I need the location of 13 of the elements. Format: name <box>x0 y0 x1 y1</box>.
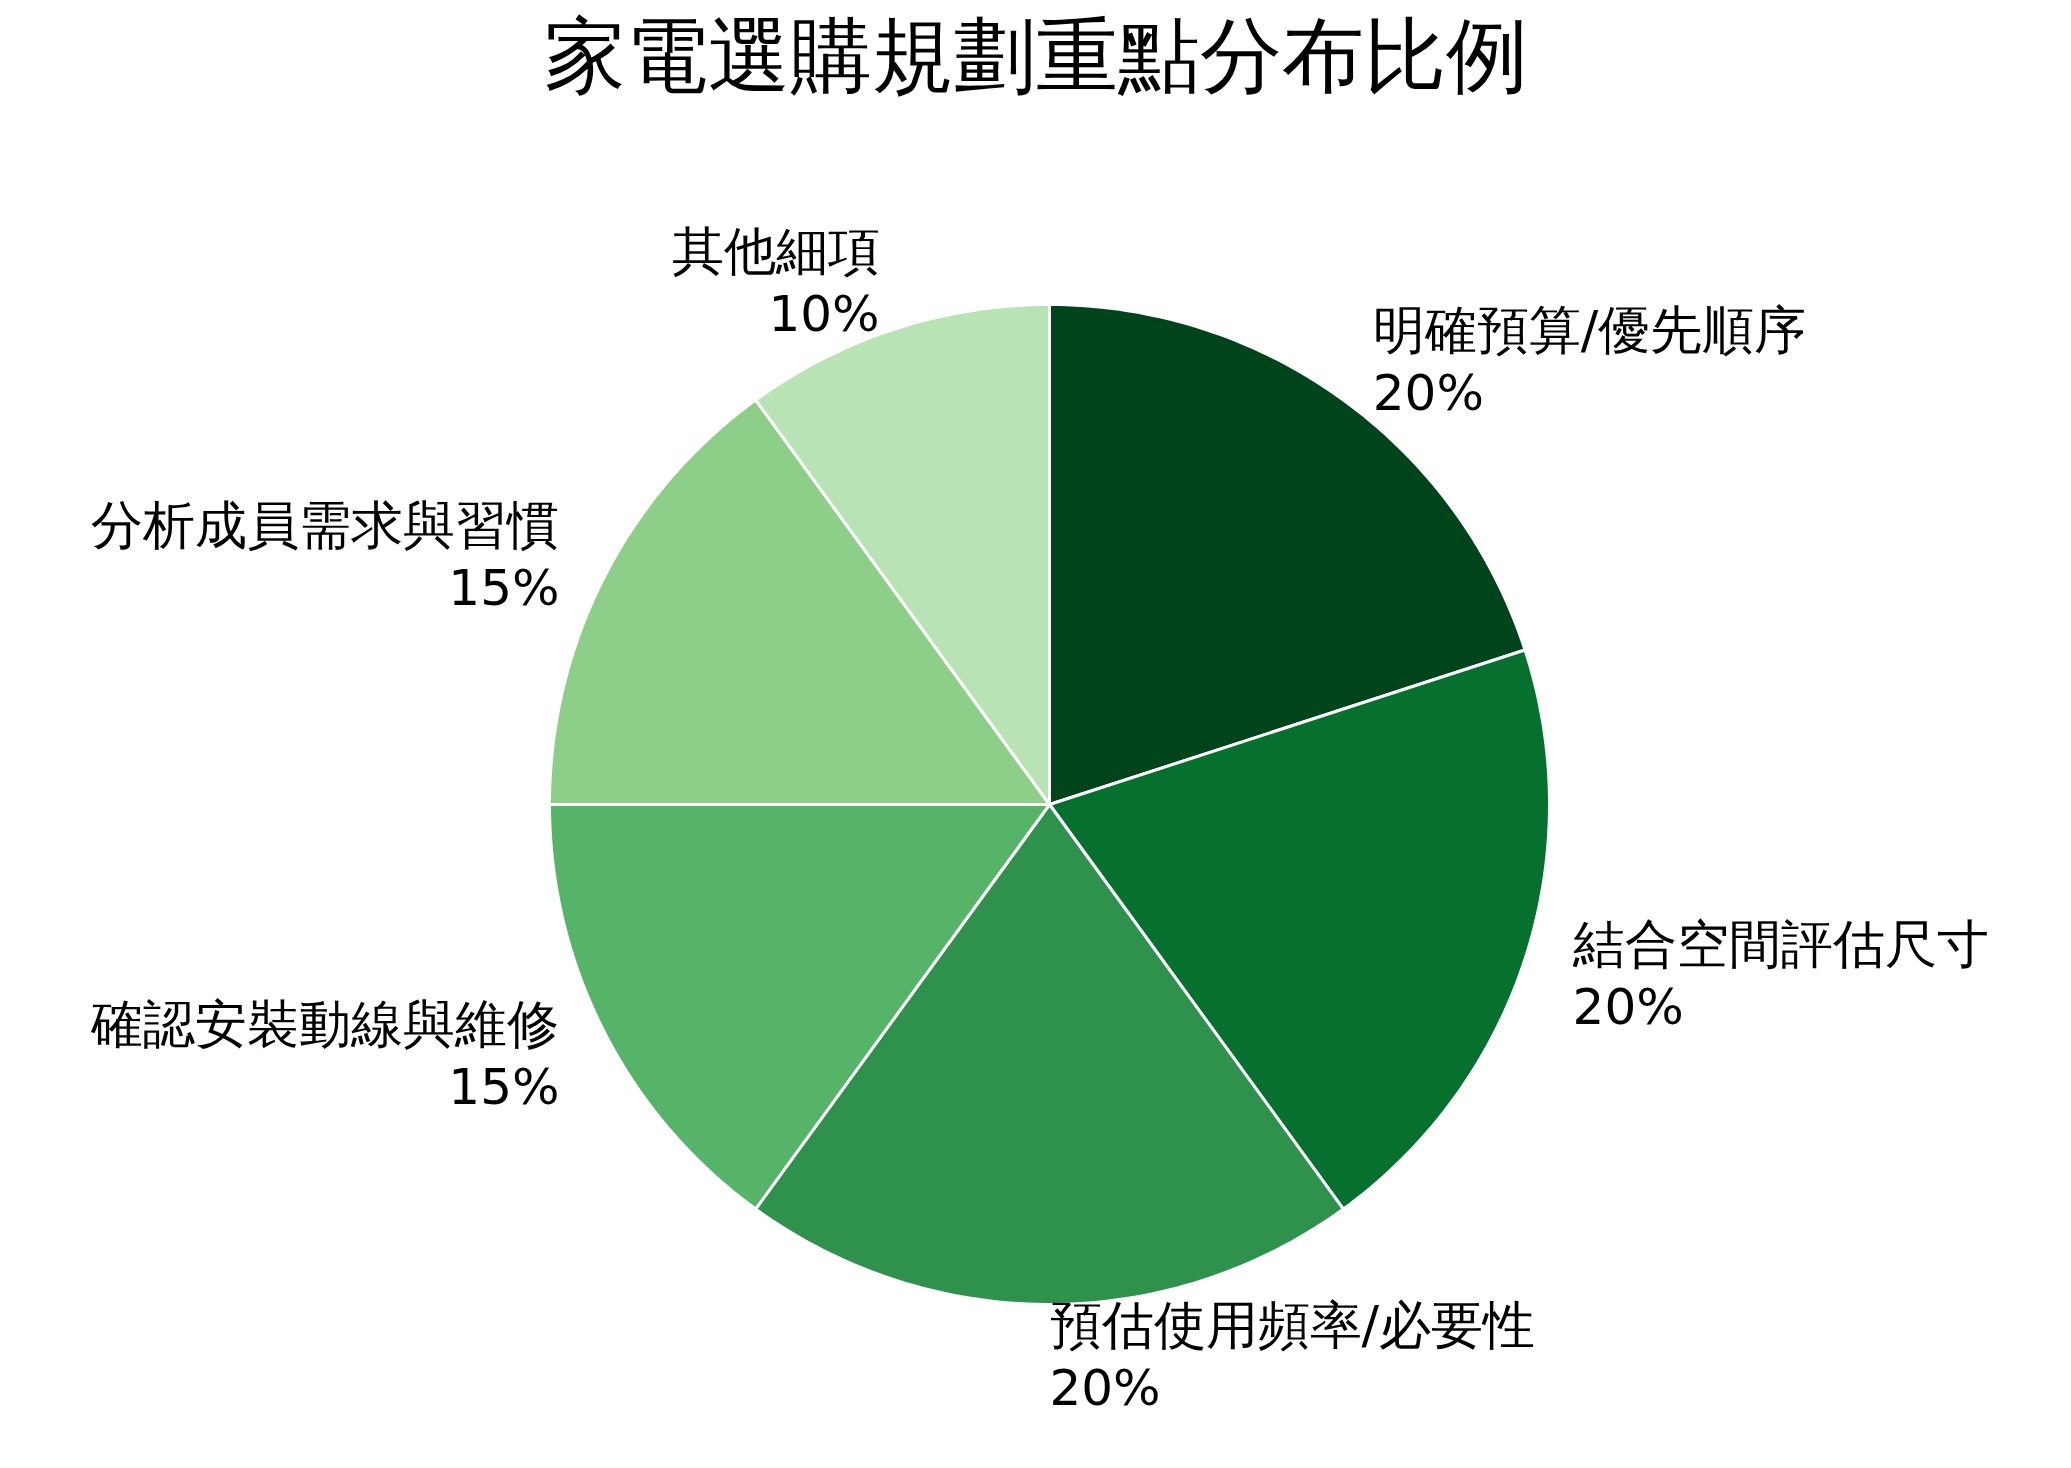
chart-title: 家電選購規劃重點分布比例 <box>544 7 1528 103</box>
slice-label: 其他細項 <box>671 221 880 282</box>
data-label: 20% <box>1572 978 1684 1037</box>
slice-label: 預估使用頻率/必要性 <box>1049 1294 1536 1355</box>
slice-label: 明確預算/優先順序 <box>1372 299 1807 360</box>
data-label: 10% <box>768 285 880 344</box>
data-label: 15% <box>448 558 560 617</box>
data-label: 20% <box>1372 363 1484 422</box>
data-label: 15% <box>448 1058 560 1117</box>
slice-label: 結合空間評估尺寸 <box>1571 914 1989 975</box>
data-label: 20% <box>1049 1358 1161 1417</box>
slice-label: 分析成員需求與習慣 <box>91 494 560 555</box>
slice-label: 確認安裝動線與維修 <box>90 994 560 1055</box>
